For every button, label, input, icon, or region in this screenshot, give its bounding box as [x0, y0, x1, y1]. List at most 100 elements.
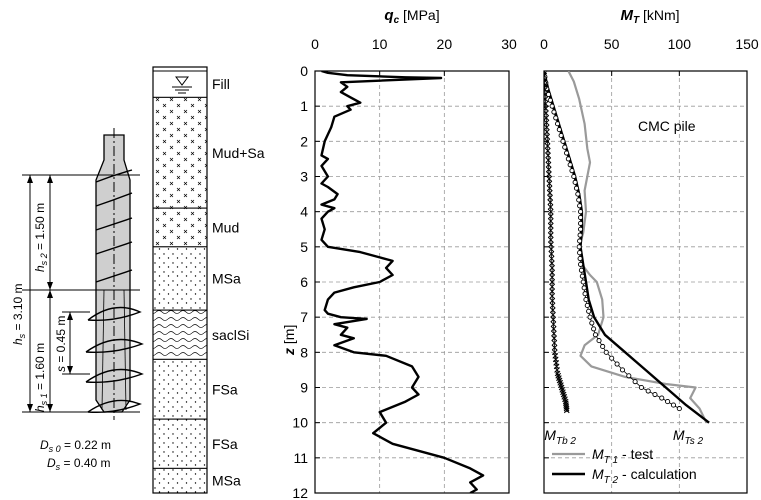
mt-series-4-point-57	[551, 335, 558, 342]
mt-series-4-point-55	[550, 326, 557, 332]
soil-layer-label-6: FSa	[212, 381, 238, 397]
mt-series-3-point-43	[589, 320, 595, 326]
qc-ytick-label-4: 4	[300, 204, 308, 220]
mt-series-3-point-10	[556, 127, 562, 133]
mt-series-4-point-47	[549, 288, 555, 295]
mt-series-4-point-30	[547, 208, 554, 215]
mt-series-3-point-55	[645, 388, 651, 394]
dim-s-label: s = 0.45 m	[54, 316, 68, 372]
soil-layer-label-5: saclSi	[212, 327, 249, 343]
qc-ytick-label-12: 12	[292, 485, 308, 500]
mt-series-3-point-47	[600, 343, 606, 350]
mt-series-4-point-4	[544, 86, 548, 93]
mt-series-4-point-15	[544, 138, 551, 145]
mt-series-3-point-35	[579, 273, 585, 279]
soil-column: Fill Mud+Sa Mud MSa saclSi FSa FSa MSa	[152, 66, 265, 494]
mt-series-3-point-53	[632, 379, 638, 385]
mt-series-3-point-58	[665, 399, 671, 405]
mt-series-3-point-49	[609, 355, 615, 361]
qc-xtick-label-0: 0	[311, 36, 319, 52]
mt-series-4-point-3	[544, 82, 548, 88]
mt-series-4-point-9	[544, 110, 549, 117]
qc-ytick-label-6: 6	[300, 274, 308, 290]
soil-layer-label-2: Mud+Sa	[212, 145, 265, 161]
mt-series-4-point-46	[549, 283, 555, 290]
mt-series-4-point-58	[551, 340, 558, 346]
mt-curve-label-2: MTs 2	[673, 427, 704, 447]
mt-series-3-point-26	[577, 220, 584, 226]
soil-layer-label-8: MSa	[212, 473, 241, 489]
mt-series-3-point-29	[577, 238, 583, 244]
mt-series-3-point-32	[577, 256, 583, 262]
mt-series-4-point-20	[545, 161, 552, 168]
mt-curve-label-1: MTb 2	[544, 427, 576, 447]
mt-series-layer	[544, 71, 710, 424]
qc-xtick-label-1: 10	[372, 36, 388, 52]
mt-series-4-point-59	[551, 344, 558, 351]
mt-series-3-point-54	[638, 384, 644, 391]
mt-series-3-point-6	[549, 103, 555, 109]
dimension-arrows	[27, 175, 73, 412]
soil-layer-label-7: FSa	[212, 436, 238, 452]
qc-ytick-label-5: 5	[300, 239, 308, 255]
pile-drawing: hs = 3.10 m hs 2 = 1.50 m hs 1 = 1.60 m …	[11, 128, 144, 472]
qc-series-1-line	[320, 71, 485, 493]
mt-series-4	[544, 71, 570, 414]
soil-layer-3	[152, 207, 208, 248]
mt-series-4-point-83	[563, 407, 570, 414]
mt-annotation-cmc-pile: CMC pile	[638, 118, 696, 134]
mt-series-3-point-25	[577, 214, 584, 221]
mt-series-4-point-48	[549, 293, 555, 299]
qc-ytick-label-10: 10	[292, 415, 308, 431]
mt-series-4-point-10	[544, 115, 550, 121]
mt-series-3-point-46	[596, 338, 602, 344]
mt-series-4-point-7	[544, 100, 549, 107]
mt-series-3-point-17	[569, 168, 575, 174]
mt-series-4-point-82	[563, 405, 570, 412]
mt-series-4-point-0	[544, 71, 547, 74]
qc-ytick-label-1: 1	[300, 98, 308, 114]
mt-series-4-point-21	[545, 166, 552, 173]
mt-series-3-point-9	[554, 121, 561, 127]
soil-layer-2	[152, 96, 208, 209]
mt-series-4-point-43	[549, 269, 555, 276]
mt-series-4-point-28	[547, 199, 554, 206]
mt-series-3-point-12	[560, 138, 566, 144]
mt-series-3-point-44	[591, 326, 597, 332]
mt-series-3-point-22	[576, 197, 582, 203]
mt-chart-title: MT [kNm]	[620, 7, 679, 26]
mt-series-3-point-50	[614, 361, 620, 367]
diameter-ds-label: Ds = 0.40 m	[47, 456, 111, 472]
mt-series-3-point-39	[583, 297, 589, 303]
mt-series-3-point-40	[584, 302, 590, 308]
mt-series-4-point-45	[549, 279, 555, 285]
mt-series-3-point-16	[567, 162, 573, 168]
water-table-symbol	[172, 76, 192, 94]
qc-ytick-label-8: 8	[300, 344, 308, 360]
mt-series-3-point-21	[575, 191, 581, 197]
mt-series-3-point-60	[676, 406, 682, 412]
mt-series-4-point-8	[544, 105, 549, 112]
mt-series-4-point-12	[544, 124, 550, 131]
qc-xtick-label-3: 30	[501, 36, 517, 52]
qc-ytick-label-9: 9	[300, 380, 308, 396]
mt-xtick-label-2: 100	[668, 36, 692, 52]
mt-series-3-point-34	[578, 267, 584, 273]
mt-series-4-point-2	[544, 77, 548, 84]
mt-series-3-point-19	[572, 179, 578, 185]
mt-series-4-point-31	[547, 213, 554, 220]
mt-series-3-point-31	[577, 250, 583, 256]
mt-series-4-point-51	[549, 307, 556, 313]
mt-series-4-point-18	[545, 152, 551, 159]
mt-series-3-point-42	[587, 314, 593, 320]
mt-series-4-point-17	[544, 147, 551, 154]
mt-series-3-point-13	[562, 144, 568, 150]
mt-series-4-point-52	[550, 311, 556, 318]
mt-series-4-point-27	[547, 194, 553, 201]
mt-series-3-point-18	[571, 173, 577, 180]
qc-ytick-label-2: 2	[300, 133, 308, 149]
qc-chart-title: qc [MPa]	[384, 7, 439, 26]
